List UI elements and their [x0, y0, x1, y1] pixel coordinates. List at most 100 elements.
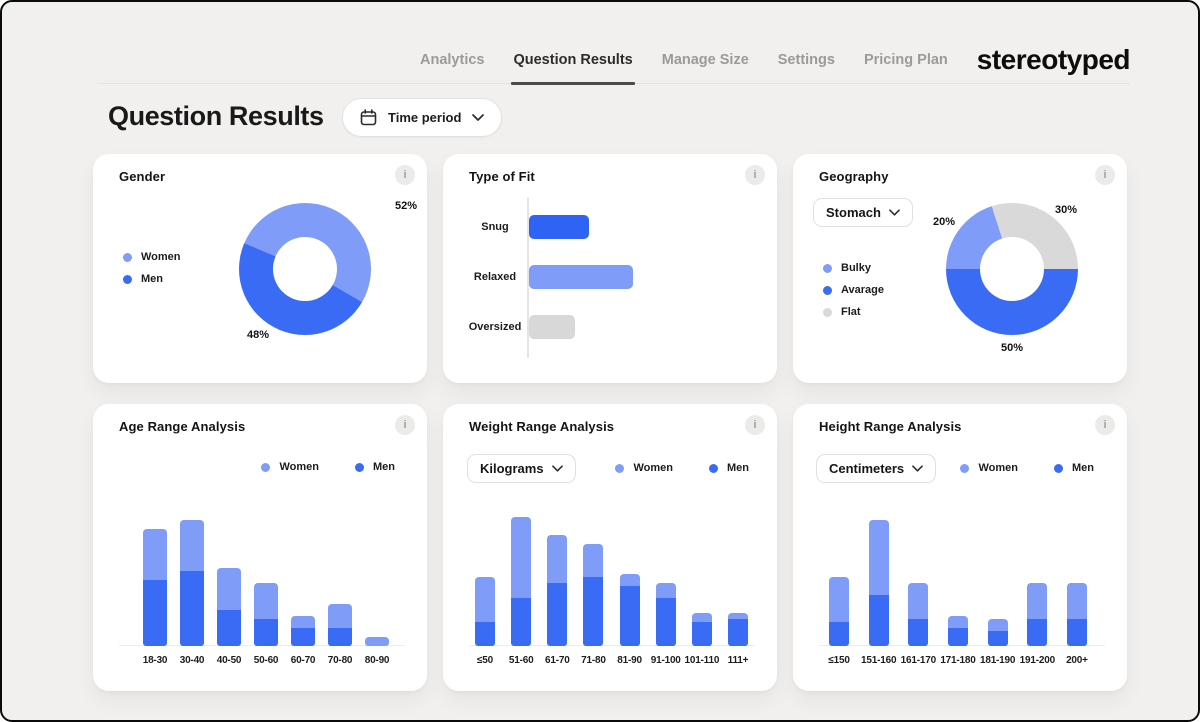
- legend-item-women: Women: [123, 251, 181, 263]
- bar-segment-men: [1066, 619, 1087, 646]
- bar-column: 50-60: [254, 496, 278, 666]
- card-title: Weight Range Analysis: [469, 419, 615, 434]
- chart-baseline: [469, 645, 755, 646]
- category-label: 101-110: [684, 655, 720, 666]
- info-icon[interactable]: i: [1095, 165, 1115, 185]
- bar-segment-men: [655, 598, 676, 646]
- stacked-bar: [475, 577, 495, 646]
- legend-item-men: Men: [1054, 462, 1094, 474]
- category-label: 80-90: [364, 655, 390, 666]
- legend-label: Men: [727, 462, 749, 474]
- legend-dot: [123, 274, 132, 284]
- bar-segment-women: [987, 619, 1008, 631]
- bar-segment-women: [143, 529, 167, 580]
- bar-segment-women: [511, 517, 532, 598]
- category-label: 50-60: [253, 655, 279, 666]
- bar-segment-women: [583, 544, 604, 577]
- category-label: 18-30: [142, 655, 168, 666]
- tab-manage-size[interactable]: Manage Size: [661, 52, 749, 68]
- bar-segment-women: [727, 613, 748, 619]
- card-type-of-fit: Type of Fit i Snug Relaxed Oversized: [443, 154, 777, 383]
- card-geography: Geography i Stomach Bulky Avarage Flat 20%…: [793, 154, 1127, 383]
- info-icon[interactable]: i: [745, 165, 765, 185]
- category-label: 30-40: [179, 655, 205, 666]
- category-label: 61-70: [544, 655, 570, 666]
- bar-segment-women: [1027, 583, 1048, 619]
- bar-segment-women: [180, 520, 204, 571]
- stacked-bar: [868, 520, 889, 646]
- legend-label: Bulky: [841, 262, 871, 274]
- stacked-bar: [691, 613, 712, 646]
- bar-column: 60-70: [291, 496, 315, 666]
- info-icon[interactable]: i: [395, 415, 415, 435]
- bar-segment-women: [365, 637, 389, 646]
- stacked-bar: [619, 574, 640, 646]
- category-label: 171-180: [940, 655, 976, 666]
- stacked-bar: [987, 619, 1008, 646]
- geography-select-value: Stomach: [826, 205, 881, 220]
- bar-segment-women: [908, 583, 929, 619]
- tab-analytics[interactable]: Analytics: [420, 52, 485, 68]
- bar-segment-men: [291, 628, 315, 646]
- chevron-down-icon: [912, 465, 924, 472]
- chevron-down-icon: [889, 209, 900, 216]
- stacked-bar: [511, 517, 532, 646]
- bar-segment-women: [217, 568, 241, 610]
- legend-label: Men: [141, 273, 163, 285]
- info-icon[interactable]: i: [745, 415, 765, 435]
- category-label: 91-100: [650, 655, 681, 666]
- category-label: 40-50: [216, 655, 242, 666]
- bar-segment-men: [143, 580, 167, 646]
- stacked-bar: [655, 583, 676, 646]
- chart-axis-line: [527, 198, 529, 358]
- time-period-button[interactable]: Time period: [342, 98, 503, 137]
- tab-question-results[interactable]: Question Results: [511, 52, 635, 85]
- stacked-bar: [328, 604, 352, 646]
- bar-segment-women: [655, 583, 676, 598]
- bar-column: 81-90: [617, 496, 642, 666]
- bar-segment-women: [947, 616, 968, 628]
- tab-settings[interactable]: Settings: [777, 52, 835, 68]
- geography-legend: Bulky Avarage Flat: [823, 262, 884, 318]
- bar-segment-women: [291, 616, 315, 628]
- fit-bar-chart: Snug Relaxed Oversized: [463, 215, 757, 365]
- geography-select[interactable]: Stomach: [813, 198, 913, 227]
- card-title: Type of Fit: [469, 169, 535, 184]
- stacked-bar: [727, 613, 748, 646]
- legend-label: Women: [633, 462, 673, 474]
- category-label: ≤50: [476, 655, 494, 666]
- stacked-bar: [908, 583, 929, 646]
- bar-segment-women: [547, 535, 568, 583]
- stacked-bar: [1066, 583, 1087, 646]
- hbar-row-oversized: Oversized: [463, 315, 757, 339]
- donut-label-men: 48%: [247, 329, 270, 341]
- bar-segment-men: [908, 619, 929, 646]
- height-unit-select[interactable]: Centimeters: [816, 454, 937, 483]
- category-label: 60-70: [290, 655, 316, 666]
- gender-legend: Women Men: [123, 251, 181, 285]
- stacked-bar: [947, 616, 968, 646]
- bar-segment-men: [947, 628, 968, 646]
- legend-dot: [261, 462, 271, 472]
- bar-segment-men: [475, 622, 495, 646]
- legend-label: Men: [1072, 462, 1094, 474]
- info-icon[interactable]: i: [395, 165, 415, 185]
- hbar-row-snug: Snug: [463, 215, 757, 239]
- bar-segment-men: [547, 583, 568, 646]
- bar-column: 191-200: [1020, 496, 1055, 666]
- legend-label: Flat: [841, 306, 861, 318]
- gender-donut-chart: [239, 203, 371, 335]
- category-label: 51-60: [508, 655, 534, 666]
- weight-legend: Women Men: [615, 462, 749, 474]
- category-label: 151-160: [861, 655, 897, 666]
- stacked-bar: [143, 529, 167, 646]
- hbar-bar: [529, 215, 589, 239]
- calendar-icon: [360, 109, 377, 126]
- legend-dot: [823, 307, 832, 317]
- category-label: 161-170: [900, 655, 937, 666]
- legend-item-women: Women: [960, 462, 1018, 474]
- category-label: 81-90: [617, 655, 642, 666]
- tab-pricing-plan[interactable]: Pricing Plan: [863, 52, 948, 68]
- weight-unit-select[interactable]: Kilograms: [467, 454, 576, 483]
- info-icon[interactable]: i: [1095, 415, 1115, 435]
